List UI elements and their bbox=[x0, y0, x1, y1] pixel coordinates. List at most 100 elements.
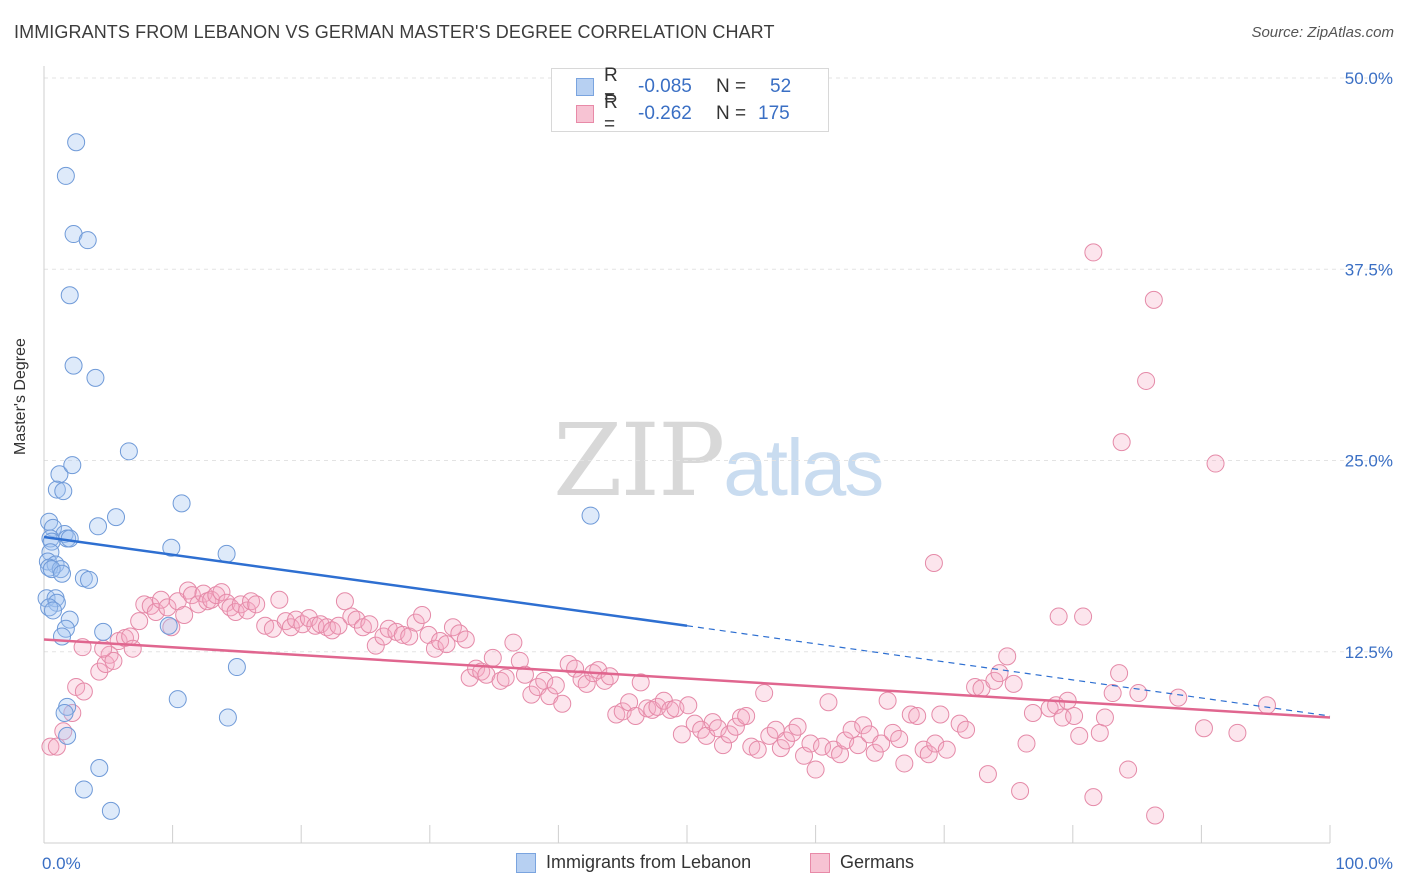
r-label: R = bbox=[604, 92, 618, 135]
r-label: R = bbox=[604, 65, 618, 108]
y-tick-label: 12.5% bbox=[1345, 643, 1393, 662]
data-point-lebanon bbox=[90, 759, 109, 778]
data-point-lebanon bbox=[101, 801, 120, 820]
data-point-lebanon bbox=[217, 544, 236, 563]
data-point-lebanon bbox=[80, 570, 99, 589]
data-point-germans bbox=[496, 668, 515, 687]
data-point-germans bbox=[1146, 806, 1165, 825]
data-point-germans bbox=[1119, 760, 1138, 779]
data-point-germans bbox=[323, 621, 342, 640]
data-point-germans bbox=[41, 737, 60, 756]
data-point-germans bbox=[600, 667, 619, 686]
data-point-germans bbox=[672, 725, 691, 744]
legend-item-germans[interactable]: Germans bbox=[810, 852, 914, 873]
data-point-germans bbox=[801, 734, 820, 753]
data-point-lebanon bbox=[54, 482, 73, 501]
data-point-lebanon bbox=[50, 465, 69, 484]
watermark-atlas: atlas bbox=[723, 423, 884, 512]
data-point-germans bbox=[1110, 664, 1129, 683]
data-point-germans bbox=[831, 745, 850, 764]
x-tick-label: 0.0% bbox=[42, 854, 81, 873]
data-point-germans bbox=[182, 586, 201, 605]
data-point-germans bbox=[1070, 726, 1089, 745]
trend-line-lebanon bbox=[43, 535, 688, 627]
data-point-germans bbox=[890, 729, 909, 748]
data-point-germans bbox=[714, 736, 733, 755]
data-point-germans bbox=[1144, 290, 1163, 309]
stats-legend: R = -0.085 N = 52 R = -0.262 N = 175 bbox=[551, 65, 829, 135]
data-point-germans bbox=[819, 693, 838, 712]
data-point-lebanon bbox=[42, 560, 61, 579]
data-point-germans bbox=[788, 717, 807, 736]
n-label: N = bbox=[716, 76, 747, 97]
data-point-lebanon bbox=[44, 601, 63, 620]
source-credit: Source: ZipAtlas.com bbox=[1251, 24, 1394, 41]
data-point-germans bbox=[546, 676, 565, 695]
data-point-germans bbox=[515, 665, 534, 684]
data-point-germans bbox=[919, 745, 938, 764]
data-point-germans bbox=[212, 583, 231, 602]
data-point-lebanon bbox=[162, 538, 181, 557]
data-point-germans bbox=[854, 716, 873, 735]
data-point-germans bbox=[270, 590, 289, 609]
chart-title: IMMIGRANTS FROM LEBANON VS GERMAN MASTER… bbox=[14, 22, 775, 42]
data-point-germans bbox=[703, 713, 722, 732]
data-point-germans bbox=[720, 725, 739, 744]
data-point-germans bbox=[901, 705, 920, 724]
data-point-germans bbox=[504, 633, 523, 652]
data-point-germans bbox=[978, 765, 997, 784]
data-point-germans bbox=[926, 734, 945, 753]
data-point-germans bbox=[522, 685, 541, 704]
data-point-germans bbox=[491, 671, 510, 690]
data-point-germans bbox=[1194, 719, 1213, 738]
data-point-germans bbox=[631, 673, 650, 692]
data-point-lebanon bbox=[89, 517, 108, 536]
series-legend: Immigrants from Lebanon Germans bbox=[0, 852, 1406, 876]
data-point-germans bbox=[1112, 433, 1131, 452]
r-value: -0.262 bbox=[638, 103, 692, 124]
data-point-germans bbox=[90, 662, 109, 681]
data-point-lebanon bbox=[119, 442, 138, 461]
data-point-germans bbox=[130, 612, 149, 631]
data-point-germans bbox=[957, 720, 976, 739]
data-point-germans bbox=[1004, 674, 1023, 693]
data-point-germans bbox=[1228, 723, 1247, 742]
data-point-germans bbox=[335, 592, 354, 611]
data-point-lebanon bbox=[44, 518, 63, 537]
data-point-lebanon bbox=[94, 622, 113, 641]
data-point-germans bbox=[287, 610, 306, 629]
n-value: 52 bbox=[770, 76, 792, 97]
data-point-germans bbox=[1095, 708, 1114, 727]
data-point-lebanon bbox=[107, 508, 126, 527]
legend-item-lebanon[interactable]: Immigrants from Lebanon bbox=[516, 852, 751, 873]
data-point-germans bbox=[406, 613, 425, 632]
data-point-germans bbox=[872, 734, 891, 753]
data-point-germans bbox=[366, 636, 385, 655]
data-point-germans bbox=[317, 618, 336, 637]
data-point-germans bbox=[158, 598, 177, 617]
stats-row-germans: R = -0.262 N = 175 bbox=[576, 92, 790, 135]
data-point-germans bbox=[577, 674, 596, 693]
data-point-germans bbox=[74, 682, 93, 701]
data-point-germans bbox=[813, 737, 832, 756]
data-point-germans bbox=[878, 691, 897, 710]
y-tick-label: 50.0% bbox=[1345, 69, 1393, 88]
data-point-germans bbox=[849, 736, 868, 755]
legend-swatch-germans bbox=[810, 852, 830, 873]
stats-row-lebanon: R = -0.085 N = 52 bbox=[576, 65, 792, 108]
data-point-germans bbox=[1103, 684, 1122, 703]
data-point-lebanon bbox=[63, 456, 82, 475]
data-point-lebanon bbox=[64, 356, 83, 375]
data-point-germans bbox=[413, 606, 432, 625]
data-point-germans bbox=[1257, 696, 1276, 715]
legend-swatch-lebanon bbox=[516, 852, 536, 873]
data-point-germans bbox=[247, 595, 266, 614]
data-point-germans bbox=[931, 705, 950, 724]
data-point-lebanon bbox=[53, 564, 72, 583]
data-point-lebanon bbox=[56, 166, 75, 185]
data-point-germans bbox=[175, 606, 194, 625]
data-point-germans bbox=[437, 635, 456, 654]
data-point-lebanon bbox=[78, 231, 97, 250]
data-point-germans bbox=[104, 651, 123, 670]
